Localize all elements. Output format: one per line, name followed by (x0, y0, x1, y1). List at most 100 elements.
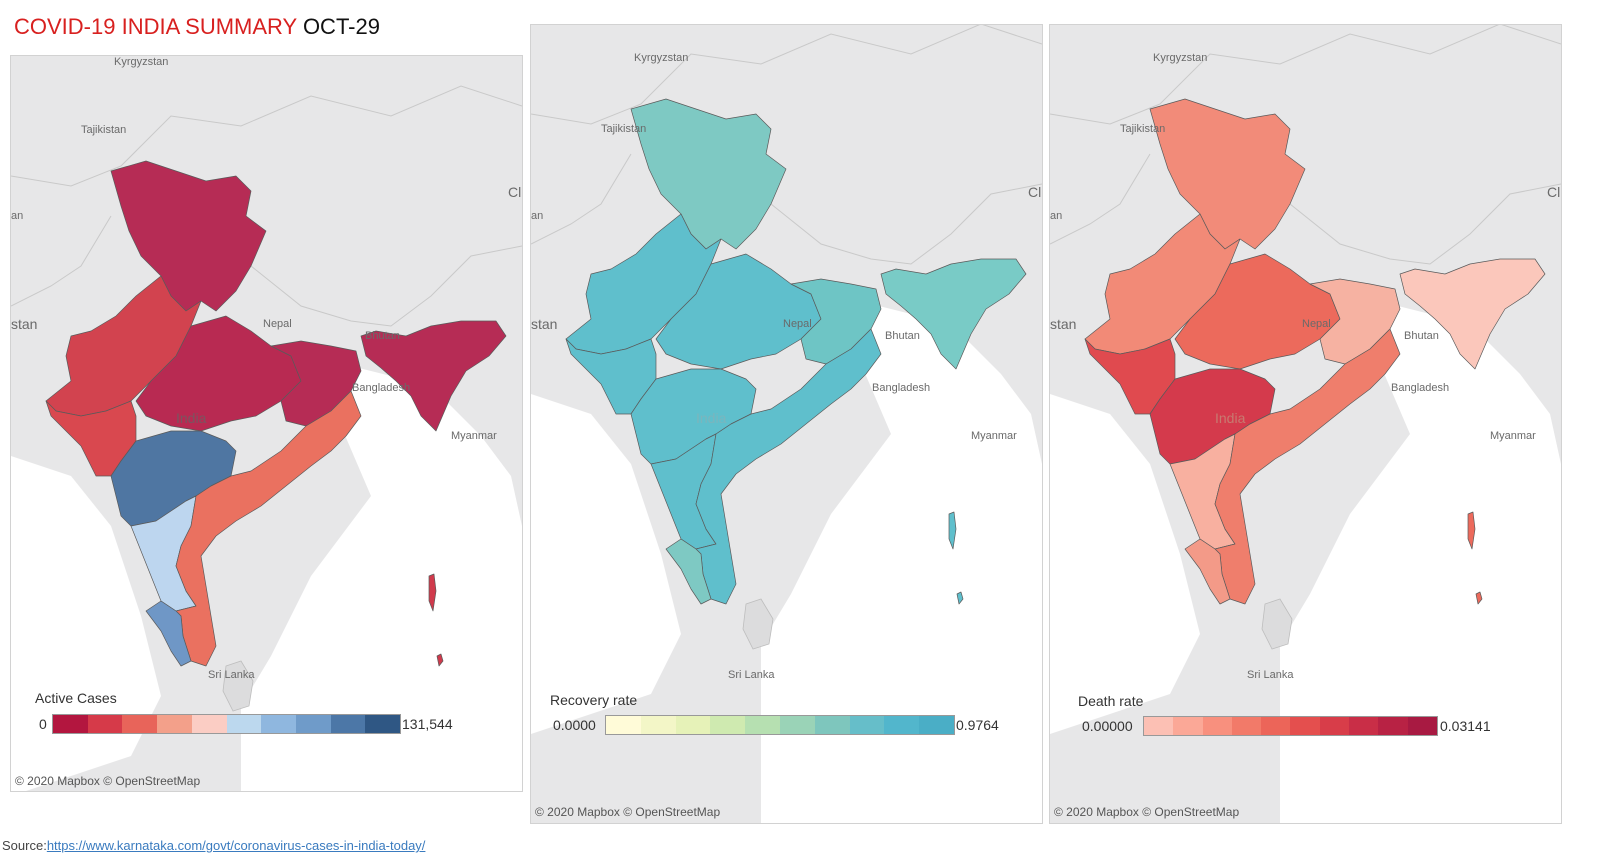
dashboard-title: COVID-19 INDIA SUMMARY OCT-29 (14, 14, 380, 39)
region-kerala (145, 600, 192, 667)
region-south (175, 390, 362, 667)
label-nepal: Nepal (1302, 318, 1331, 330)
legend-title: Recovery rate (550, 692, 638, 708)
legend-swatch-6 (779, 716, 815, 734)
label-ci: Cl (1028, 184, 1042, 200)
region-central (655, 253, 822, 370)
label-bhutan: Bhutan (885, 330, 920, 342)
map-copyright: © 2020 Mapbox © OpenStreetMap (1054, 805, 1240, 819)
bay-of-bengal (1280, 294, 1561, 823)
label-srilanka: Sri Lanka (1247, 669, 1294, 681)
region-ne (360, 320, 507, 432)
region-island (428, 573, 444, 667)
label-myanmar: Myanmar (971, 430, 1017, 442)
legend-min: 0.0000 (553, 717, 596, 733)
legend-swatch-5 (1261, 717, 1291, 735)
recovery-rate-map[interactable] (531, 25, 1042, 823)
label-bangladesh: Bangladesh (872, 382, 931, 394)
legend-swatch-1 (1144, 717, 1174, 735)
label-myanmar: Myanmar (451, 430, 497, 442)
label-bhutan: Bhutan (365, 330, 400, 342)
active-cases-legend-bar (52, 714, 401, 734)
label-kyrgyzstan: Kyrgyzstan (634, 52, 689, 64)
legend-swatch-2 (640, 716, 676, 734)
region-north (110, 160, 267, 312)
border-line (1050, 25, 1561, 125)
border-line (531, 153, 632, 245)
label-tajikistan: Tajikistan (81, 124, 127, 136)
death-rate-map-panel[interactable]: Kyrgyzstan Tajikistan an stan Cl Nepal B… (1049, 24, 1562, 824)
legend-title: Death rate (1078, 693, 1144, 709)
sri-lanka-shape (742, 598, 774, 650)
label-ci: Cl (1547, 184, 1561, 200)
region-island (948, 511, 964, 605)
label-bangladesh: Bangladesh (1391, 382, 1450, 394)
label-stan: stan (531, 316, 558, 332)
label-nepal: Nepal (783, 318, 812, 330)
legend-swatch-3 (1202, 717, 1232, 735)
label-myanmar: Myanmar (1490, 430, 1536, 442)
arabian-sea (11, 456, 161, 791)
region-ne (880, 258, 1027, 370)
legend-swatch-10 (919, 716, 954, 734)
border-line (1289, 183, 1561, 265)
legend-max: 0.03141 (1440, 718, 1491, 734)
legend-swatch-4 (710, 716, 746, 734)
label-stan: stan (1050, 316, 1077, 332)
recovery-rate-map-panel[interactable]: Kyrgyzstan Tajikistan an stan Cl Nepal B… (530, 24, 1043, 824)
label-an: an (11, 210, 24, 222)
region-central (135, 315, 302, 432)
label-ci: Cl (508, 184, 522, 200)
region-island (1467, 511, 1483, 605)
border-line (11, 85, 522, 187)
label-bhutan: Bhutan (1404, 330, 1439, 342)
legend-swatch-8 (1349, 717, 1379, 735)
legend-swatch-8 (849, 716, 885, 734)
region-kerala (1184, 538, 1231, 605)
legend-swatch-7 (814, 716, 850, 734)
active-cases-map[interactable] (11, 56, 522, 791)
bay-of-bengal (241, 356, 522, 791)
legend-min: 0.00000 (1082, 718, 1133, 734)
legend-swatch-5 (191, 715, 227, 733)
legend-swatch-6 (1290, 717, 1320, 735)
label-tajikistan: Tajikistan (601, 123, 647, 135)
label-nepal: Nepal (263, 318, 292, 330)
legend-swatch-7 (261, 715, 296, 733)
region-central (1174, 253, 1341, 370)
label-india: India (696, 410, 727, 426)
legend-swatch-2 (87, 715, 123, 733)
legend-swatch-6 (226, 715, 262, 733)
legend-swatch-4 (1231, 717, 1262, 735)
border-line (1050, 153, 1151, 245)
legend-max: 0.9764 (956, 717, 999, 733)
active-cases-map-panel[interactable]: Kyrgyzstan Tajikistan an stan Cl Nepal B… (10, 55, 523, 792)
legend-swatch-4 (157, 715, 192, 733)
label-bangladesh: Bangladesh (352, 382, 411, 394)
source-link[interactable]: https://www.karnataka.com/govt/coronavir… (46, 838, 426, 853)
region-north (1149, 98, 1306, 250)
region-south (1214, 328, 1401, 605)
legend-swatch-5 (745, 716, 780, 734)
legend-title: Active Cases (35, 690, 117, 706)
recovery-rate-legend-bar (605, 715, 955, 735)
legend-swatch-3 (675, 716, 711, 734)
legend-swatch-1 (53, 715, 88, 733)
death-rate-legend-bar (1143, 716, 1438, 736)
legend-swatch-9 (1378, 717, 1408, 735)
border-line (770, 183, 1042, 265)
legend-swatch-7 (1319, 717, 1350, 735)
legend-swatch-3 (122, 715, 158, 733)
death-rate-map[interactable] (1050, 25, 1561, 823)
label-kyrgyzstan: Kyrgyzstan (1153, 52, 1208, 64)
region-north (630, 98, 787, 250)
label-srilanka: Sri Lanka (728, 669, 775, 681)
source-label: Source: (2, 838, 47, 853)
sri-lanka-shape (222, 660, 254, 712)
source-note: Source:https://www.karnataka.com/govt/co… (2, 838, 425, 853)
border-line (11, 215, 112, 307)
map-copyright: © 2020 Mapbox © OpenStreetMap (535, 805, 721, 819)
label-an: an (531, 210, 544, 222)
label-kyrgyzstan: Kyrgyzstan (114, 56, 169, 68)
border-line (250, 245, 522, 327)
